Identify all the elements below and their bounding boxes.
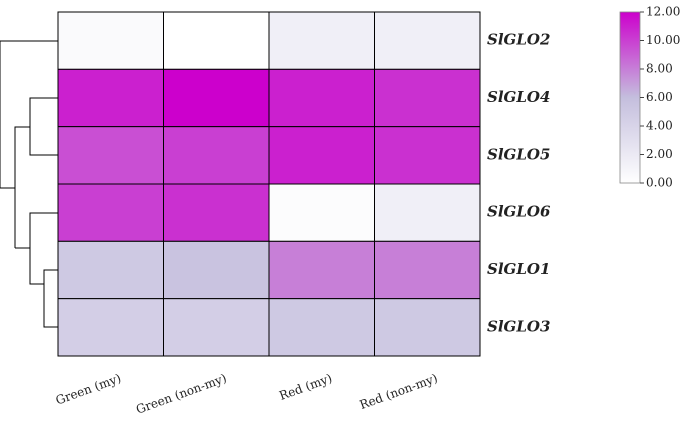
row-label: SlGLO3 bbox=[487, 317, 550, 335]
column-label: Green (my) bbox=[54, 371, 123, 408]
heatmap-cell bbox=[57, 240, 164, 300]
row-label: SlGLO5 bbox=[487, 145, 550, 163]
heatmap-cell bbox=[57, 298, 164, 357]
column-label: Red (non-my) bbox=[358, 371, 440, 412]
colorbar bbox=[619, 11, 641, 184]
colorbar-tick-label: 4.00 bbox=[646, 119, 673, 133]
column-label: Red (my) bbox=[277, 371, 334, 403]
colorbar-tick-label: 6.00 bbox=[646, 90, 673, 104]
heatmap-cell bbox=[163, 68, 270, 128]
heatmap-cell bbox=[163, 11, 270, 70]
heatmap-cell bbox=[374, 298, 481, 357]
heatmap-cell bbox=[163, 240, 270, 300]
heatmap-cell bbox=[268, 11, 375, 70]
colorbar-tick-label: 10.00 bbox=[646, 33, 680, 47]
heatmap-cell bbox=[268, 68, 375, 128]
dendrogram bbox=[0, 40, 58, 328]
heatmap-cell bbox=[163, 126, 270, 185]
heatmap-cell bbox=[57, 183, 164, 242]
heatmap-cell bbox=[374, 126, 481, 185]
heatmap-cell bbox=[268, 183, 375, 242]
heatmap-cell bbox=[163, 183, 270, 242]
heatmap-cell bbox=[374, 11, 481, 70]
heatmap-cell bbox=[57, 11, 164, 70]
heatmap-cell bbox=[374, 68, 481, 128]
heatmap-cell bbox=[163, 298, 270, 357]
row-label: SlGLO2 bbox=[487, 31, 550, 49]
column-label: Green (non-my) bbox=[134, 371, 228, 417]
row-label: SlGLO1 bbox=[487, 260, 550, 278]
heatmap-cell bbox=[268, 298, 375, 357]
heatmap-cell bbox=[374, 240, 481, 300]
row-label: SlGLO4 bbox=[487, 88, 550, 106]
colorbar-tick-label: 0.00 bbox=[646, 176, 673, 190]
colorbar-tick-label: 8.00 bbox=[646, 62, 673, 76]
colorbar-tick-label: 12.00 bbox=[646, 5, 680, 19]
heatmap-cell bbox=[268, 126, 375, 185]
row-label: SlGLO6 bbox=[487, 203, 551, 221]
heatmap-cell bbox=[57, 126, 164, 185]
heatmap-cell bbox=[57, 68, 164, 128]
heatmap-cell bbox=[374, 183, 481, 242]
colorbar-tick-label: 2.00 bbox=[646, 147, 673, 161]
heatmap-cell bbox=[268, 240, 375, 300]
